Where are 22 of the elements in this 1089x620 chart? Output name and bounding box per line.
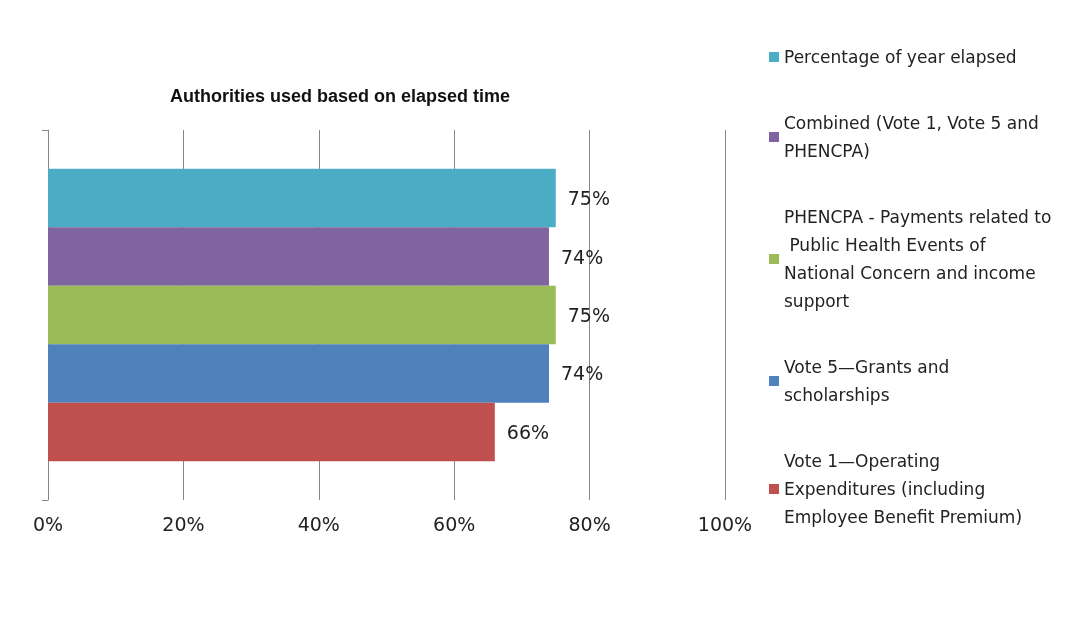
bar bbox=[48, 344, 549, 403]
legend-label: Vote 5—Grants and scholarships bbox=[784, 357, 955, 405]
legend-label: Percentage of year elapsed bbox=[784, 47, 1017, 67]
data-label: 75% bbox=[567, 304, 610, 326]
x-tick-label: 40% bbox=[297, 512, 340, 535]
x-tick-label: 100% bbox=[697, 512, 753, 535]
legend-label: Vote 1—Operating Expenditures (including Employee Benefit Premium) bbox=[784, 451, 1023, 527]
data-label: 66% bbox=[506, 420, 550, 443]
bar bbox=[48, 227, 549, 286]
x-tick-label: 0% bbox=[32, 512, 64, 535]
legend-label: Combined (Vote 1, Vote 5 and PHENCPA) bbox=[784, 113, 1045, 161]
data-label: 74% bbox=[560, 362, 604, 385]
legend-label: PHENCPA - Payments related to Public Health Events of National Concern and income support bbox=[784, 207, 1052, 311]
x-tick-label: 20% bbox=[162, 512, 205, 535]
bar bbox=[48, 402, 495, 462]
x-tick-label: 60% bbox=[433, 512, 476, 535]
x-tick-label: 80% bbox=[568, 512, 611, 535]
bar bbox=[48, 168, 556, 228]
bar bbox=[48, 285, 556, 345]
chart-title: Authorities used based on elapsed time bbox=[169, 86, 511, 106]
data-label: 75% bbox=[567, 187, 610, 210]
data-label: 74% bbox=[560, 245, 604, 268]
